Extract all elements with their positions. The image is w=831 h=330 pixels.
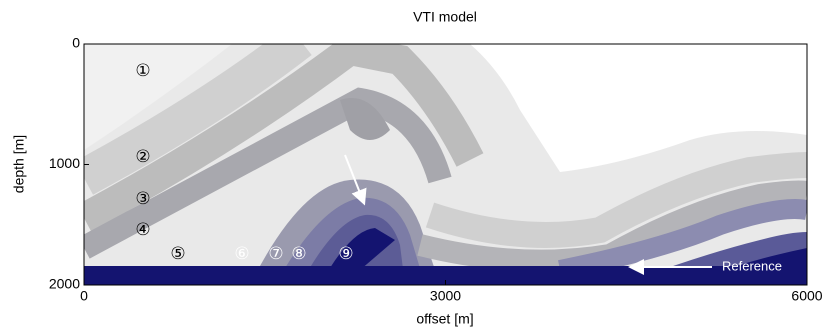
- y-axis-label: depth [m]: [11, 135, 27, 193]
- layer-label: ⑨: [338, 244, 353, 264]
- layer-label: ⑦: [268, 244, 283, 264]
- layer-label: ⑥: [234, 244, 249, 264]
- layer-label: ③: [135, 189, 150, 209]
- y-tick-label: 1000: [49, 155, 80, 171]
- layer-label: ①: [135, 61, 150, 81]
- x-tick-label: 0: [80, 288, 88, 304]
- x-axis-label: offset [m]: [416, 311, 473, 327]
- annotation: Reference: [722, 258, 782, 273]
- chart: VTI model offset [m] depth [m] ① ② ③ ④ ⑤…: [0, 0, 831, 330]
- x-tick-label: 3000: [430, 288, 461, 304]
- layer-label: ②: [135, 147, 150, 167]
- chart-title: VTI model: [413, 9, 477, 25]
- model-image: [84, 40, 807, 285]
- layer-label: ⑧: [291, 244, 306, 264]
- y-tick-label: 0: [72, 35, 80, 51]
- layer-label: ④: [135, 220, 150, 240]
- layer-label: ⑤: [170, 244, 185, 264]
- y-tick-label: 2000: [49, 276, 80, 292]
- x-tick-label: 6000: [791, 288, 822, 304]
